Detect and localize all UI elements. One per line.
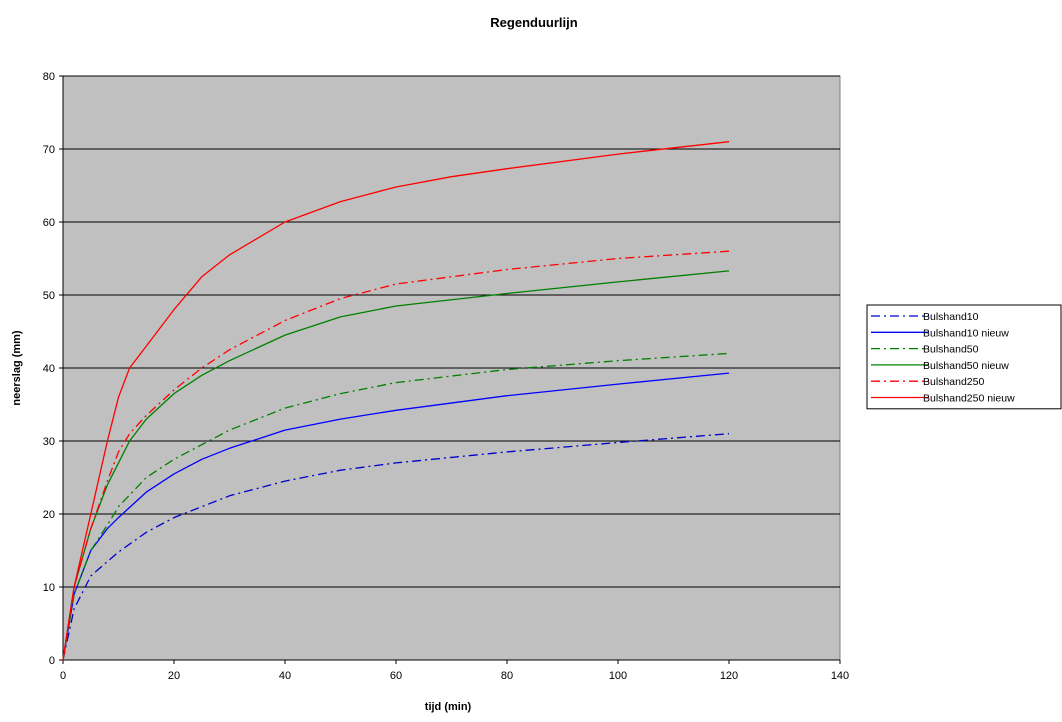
x-tick-label-40: 40 bbox=[279, 670, 291, 682]
y-tick-label-50: 50 bbox=[43, 290, 55, 302]
y-tick-label-60: 60 bbox=[43, 217, 55, 229]
series-lines bbox=[62, 141, 730, 661]
series-line-bulshand10-nieuw bbox=[62, 372, 730, 661]
x-tick-label-140: 140 bbox=[831, 670, 849, 682]
y-tick-label-80: 80 bbox=[43, 71, 55, 83]
x-tick-label-60: 60 bbox=[390, 670, 402, 682]
x-tick-label-100: 100 bbox=[609, 670, 627, 682]
legend: Bulshand10 Bulshand10 nieuw Bulshand50 Buls… bbox=[866, 304, 1062, 410]
legend-label-4: Bulshand250 bbox=[923, 376, 984, 388]
chart-title: Regenduurlijn bbox=[490, 15, 577, 30]
series-line-bulshand250 bbox=[62, 250, 730, 661]
x-tick-label-80: 80 bbox=[501, 670, 513, 682]
y-tick-label-70: 70 bbox=[43, 144, 55, 156]
legend-label-5: Bulshand250 nieuw bbox=[923, 393, 1015, 405]
y-tick-label-0: 0 bbox=[49, 655, 55, 667]
y-tick-label-20: 20 bbox=[43, 509, 55, 521]
legend-label-2: Bulshand50 bbox=[923, 344, 979, 356]
series-line-bulshand250-nieuw bbox=[62, 141, 730, 661]
legend-label-1: Bulshand10 nieuw bbox=[923, 327, 1009, 339]
legend-label-0: Bulshand10 bbox=[923, 311, 979, 323]
x-tick-label-0: 0 bbox=[60, 670, 66, 682]
gridlines bbox=[63, 75, 840, 588]
x-axis-label: tijd (min) bbox=[425, 701, 472, 713]
x-tick-label-20: 20 bbox=[168, 670, 180, 682]
legend-label-3: Bulshand50 nieuw bbox=[923, 360, 1009, 372]
y-axis-label: neerslag (mm) bbox=[11, 330, 23, 406]
x-axis-ticks: 0 20 40 60 80 100 120 140 bbox=[60, 660, 849, 682]
y-tick-label-10: 10 bbox=[43, 582, 55, 594]
legend-box bbox=[866, 304, 1062, 410]
series-line-bulshand10 bbox=[62, 433, 730, 661]
series-line-bulshand50 bbox=[62, 352, 730, 661]
x-tick-label-120: 120 bbox=[720, 670, 738, 682]
y-tick-label-40: 40 bbox=[43, 363, 55, 375]
y-tick-label-30: 30 bbox=[43, 436, 55, 448]
y-axis-ticks: 0 10 20 30 40 50 60 70 80 bbox=[43, 71, 63, 667]
